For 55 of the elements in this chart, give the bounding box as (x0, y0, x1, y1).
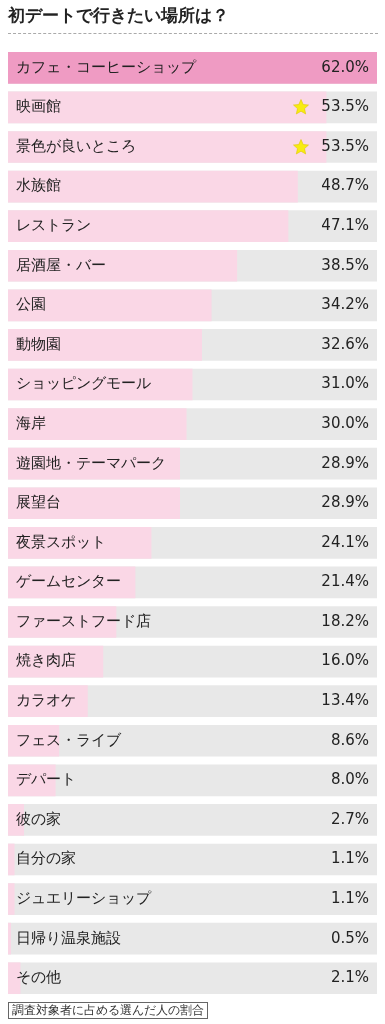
y-tick-label: その他 (16, 968, 61, 987)
data-label: 28.9% (321, 453, 369, 472)
y-tick-label: 遊園地・テーマパーク (16, 453, 166, 472)
data-label: 32.6% (321, 334, 369, 353)
y-tick-label: レストラン (16, 216, 91, 235)
y-tick-label: 日帰り温泉施設 (16, 928, 121, 947)
data-label: 24.1% (321, 532, 369, 551)
y-tick-label: 景色が良いところ (16, 136, 136, 155)
y-tick-label: 彼の家 (16, 809, 61, 828)
data-label: 53.5% (321, 136, 369, 155)
y-tick-label: 展望台 (16, 493, 61, 512)
bar (8, 764, 56, 797)
data-label: 1.1% (330, 849, 369, 868)
data-label: 0.5% (330, 928, 369, 947)
data-label: 21.4% (321, 572, 369, 591)
data-label: 2.1% (330, 968, 369, 987)
y-tick-label: 海岸 (16, 413, 46, 432)
data-label: 8.6% (330, 730, 369, 749)
y-tick-label: 公園 (16, 295, 46, 314)
y-tick-label: フェス・ライブ (16, 730, 122, 749)
text: 調査対象者に占める選んだ人の割合 (8, 1002, 208, 1019)
data-label: 16.0% (321, 651, 369, 670)
y-tick-label: 水族館 (16, 176, 61, 195)
y-tick-label: ファーストフード店 (16, 611, 151, 630)
data-label: 34.2% (321, 295, 369, 314)
data-label: 8.0% (330, 770, 369, 789)
data-label: 1.1% (330, 888, 369, 907)
data-label: 2.7% (330, 809, 369, 828)
data-label: 18.2% (321, 611, 369, 630)
y-tick-label: 焼き肉店 (16, 651, 76, 670)
bar (8, 883, 15, 915)
bar (8, 724, 60, 757)
data-label: 28.9% (321, 493, 369, 512)
data-label: 30.0% (321, 413, 369, 432)
y-tick-label: ゲームセンター (16, 572, 121, 591)
y-tick-label: 映画館 (16, 97, 61, 116)
y-tick-label: カフェ・コーヒーショップ (16, 57, 197, 76)
y-tick-label: 自分の家 (16, 849, 76, 868)
y-tick-label: デパート (16, 770, 76, 789)
data-label: 38.5% (321, 255, 369, 274)
y-tick-label: 夜景スポット (16, 532, 106, 551)
y-tick-label: ジュエリーショップ (16, 888, 152, 907)
bar (8, 843, 15, 876)
data-label: 62.0% (321, 57, 369, 76)
y-tick-label: 居酒屋・バー (16, 255, 106, 274)
chart-title: 初デートで行きたい場所は？ (8, 4, 229, 27)
data-label: 48.7% (321, 176, 369, 195)
data-label: 53.5% (321, 97, 369, 116)
y-tick-label: ショッピングモール (16, 374, 151, 393)
y-tick-label: 動物園 (16, 334, 61, 353)
data-label: 31.0% (321, 374, 369, 393)
bar (8, 685, 88, 717)
data-label: 47.1% (321, 216, 369, 235)
y-tick-label: カラオケ (16, 691, 76, 710)
data-label: 13.4% (321, 691, 369, 710)
